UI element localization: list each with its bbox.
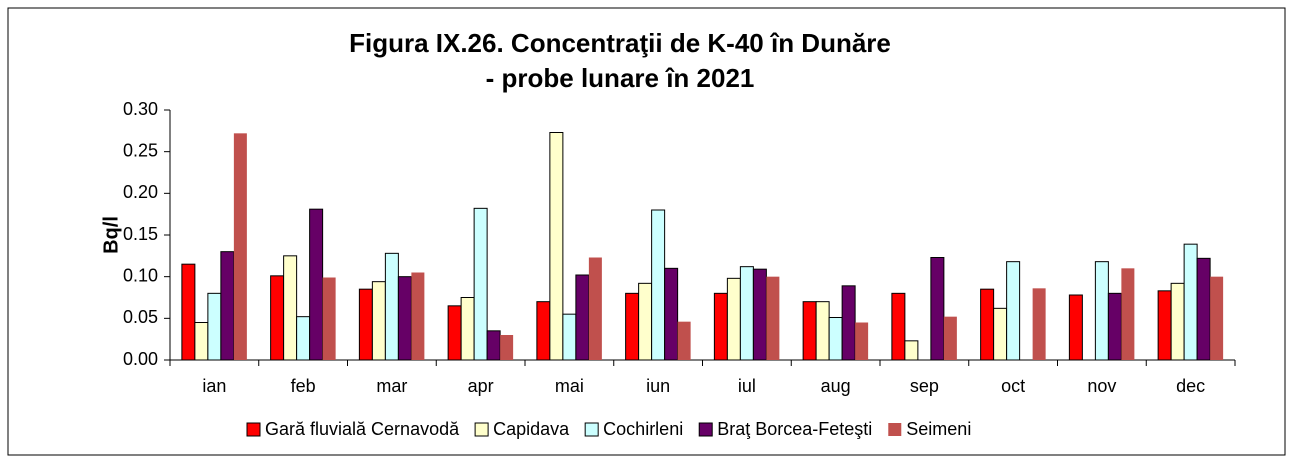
bar [309, 208, 324, 361]
bar [1032, 288, 1046, 360]
bar [233, 133, 247, 360]
bar [500, 335, 514, 360]
y-tick-label: 0.15 [123, 224, 158, 244]
bar [1006, 261, 1021, 361]
bar [486, 330, 501, 361]
y-tick-label: 0.30 [123, 99, 158, 119]
legend-swatch [474, 422, 489, 437]
bar [904, 340, 919, 361]
bar [766, 276, 780, 360]
legend-swatch [698, 422, 713, 437]
legend-swatch [888, 423, 902, 436]
y-axis-label: Bq/l [100, 216, 122, 254]
bar [194, 322, 209, 361]
bar [1157, 290, 1172, 361]
bar [588, 257, 602, 360]
x-tick-label: apr [468, 376, 494, 396]
bar [220, 251, 235, 361]
bar [536, 301, 551, 361]
bar [371, 281, 386, 361]
bar [980, 288, 995, 361]
bar [993, 307, 1008, 361]
bar [181, 263, 196, 361]
bar [575, 274, 590, 361]
bar [713, 292, 728, 361]
x-tick-label: nov [1087, 376, 1116, 396]
y-tick-label: 0.05 [123, 307, 158, 327]
bar [828, 317, 843, 361]
x-tick-label: mar [376, 376, 407, 396]
bar [815, 301, 830, 361]
y-tick-label: 0.25 [123, 140, 158, 160]
legend-label: Braţ Borcea-Feteşti [717, 419, 872, 439]
legend-swatch [246, 422, 261, 437]
bar [651, 209, 666, 361]
bar [549, 132, 564, 361]
bar [562, 313, 577, 361]
x-tick-label: oct [1001, 376, 1025, 396]
bar [207, 292, 222, 361]
bar [625, 292, 640, 361]
y-tick-label: 0.00 [123, 349, 158, 369]
bar [270, 275, 285, 361]
legend-swatch [584, 422, 599, 437]
y-tick-label: 0.20 [123, 182, 158, 202]
bar [358, 288, 373, 361]
x-tick-label: iul [738, 376, 756, 396]
x-tick-label: iun [646, 376, 670, 396]
bar [891, 292, 906, 361]
bar [930, 257, 945, 361]
chart-frame [7, 7, 1286, 456]
bar [752, 268, 767, 361]
bar [473, 207, 488, 361]
bar [1170, 282, 1185, 361]
bar [447, 305, 462, 361]
bar [411, 272, 425, 360]
bar [943, 316, 957, 360]
x-tick-label: ian [202, 376, 226, 396]
bar [638, 282, 653, 361]
bar [739, 266, 754, 361]
bar [1107, 292, 1122, 361]
legend-label: Gară fluvială Cernavodă [265, 419, 460, 439]
bar [384, 252, 399, 361]
bar [677, 321, 691, 360]
bar [1068, 294, 1083, 361]
chart-title: Figura IX.26. Concentraţii de K-40 în Du… [349, 28, 891, 58]
bar [397, 276, 412, 361]
legend-label: Seimeni [906, 419, 971, 439]
bar [322, 277, 336, 360]
bar [802, 301, 817, 361]
bar [1121, 268, 1135, 360]
x-tick-label: aug [821, 376, 851, 396]
legend-label: Cochirleni [603, 419, 683, 439]
legend-label: Capidava [493, 419, 570, 439]
bar [1210, 276, 1224, 360]
bar [664, 267, 679, 361]
bar [855, 322, 869, 360]
bar [841, 285, 856, 361]
x-tick-label: sep [910, 376, 939, 396]
bar [460, 297, 475, 361]
bar [283, 255, 298, 361]
x-tick-label: feb [291, 376, 316, 396]
chart-subtitle: - probe lunare în 2021 [486, 63, 755, 93]
bar [1196, 257, 1211, 361]
bar [1183, 243, 1198, 361]
x-tick-label: dec [1176, 376, 1205, 396]
y-tick-label: 0.10 [123, 265, 158, 285]
bar [726, 277, 741, 361]
x-tick-label: mai [555, 376, 584, 396]
bar [296, 316, 311, 361]
bar [1094, 261, 1109, 361]
